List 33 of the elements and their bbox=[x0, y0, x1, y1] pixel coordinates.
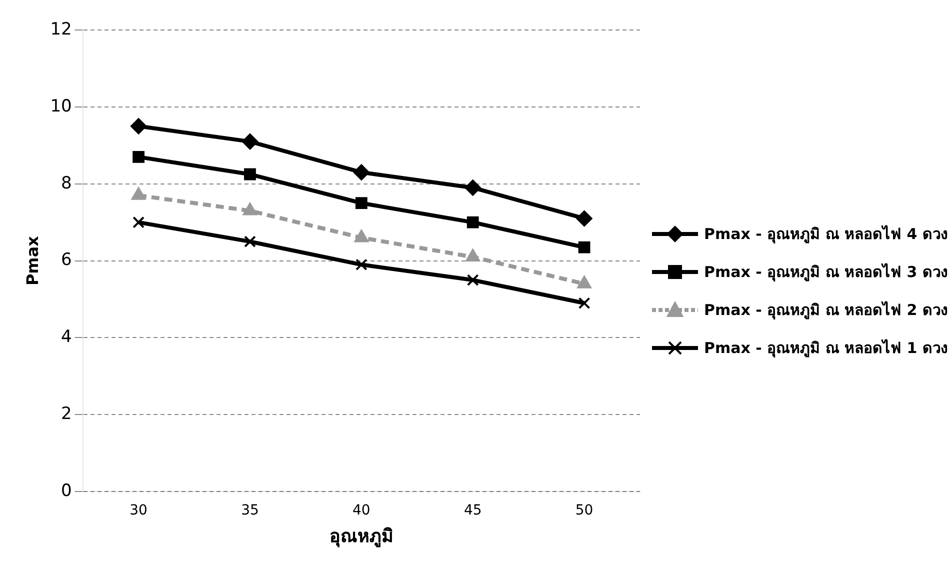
point bbox=[578, 297, 590, 310]
y-tick-label: 4 bbox=[61, 327, 72, 348]
point bbox=[242, 134, 258, 150]
y-axis-title: Pmax bbox=[22, 235, 42, 286]
x-tick-label: 45 bbox=[464, 502, 482, 519]
legend-label: Pmax - อุณหภูมิ ณ หลอดไฟ 4 ดวง bbox=[704, 224, 948, 246]
x-tick-label: 40 bbox=[352, 502, 370, 519]
point bbox=[244, 168, 256, 180]
y-tick-label: 6 bbox=[61, 250, 72, 270]
point bbox=[130, 118, 147, 134]
legend-label: Pmax - อุณหภูมิ ณ หลอดไฟ 3 ดวง bbox=[704, 262, 948, 284]
y-tick-label: 10 bbox=[50, 96, 72, 116]
y-tick-label: 0 bbox=[61, 481, 72, 502]
point bbox=[576, 210, 592, 226]
x-axis-title: อุณหภูมิ bbox=[329, 526, 394, 548]
point bbox=[132, 216, 144, 228]
legend-label: Pmax - อุณหภูมิ ณ หลอดไฟ 2 ดวง bbox=[704, 300, 948, 322]
x-tick-label: 50 bbox=[575, 502, 594, 519]
point bbox=[355, 258, 368, 271]
y-tick-label: 12 bbox=[50, 19, 72, 40]
point bbox=[355, 197, 368, 210]
point bbox=[353, 164, 370, 180]
x-tick-label: 35 bbox=[241, 502, 259, 519]
point bbox=[578, 241, 590, 254]
y-tick-label: 2 bbox=[61, 404, 72, 424]
point bbox=[464, 180, 481, 196]
y-tick-label: 8 bbox=[61, 173, 72, 194]
point bbox=[244, 236, 256, 248]
legend-label: Pmax - อุณหภูมิ ณ หลอดไฟ 1 ดวง bbox=[704, 338, 948, 360]
point bbox=[466, 216, 479, 228]
x-tick-label: 30 bbox=[130, 502, 148, 519]
point bbox=[132, 150, 144, 163]
point bbox=[466, 274, 479, 286]
